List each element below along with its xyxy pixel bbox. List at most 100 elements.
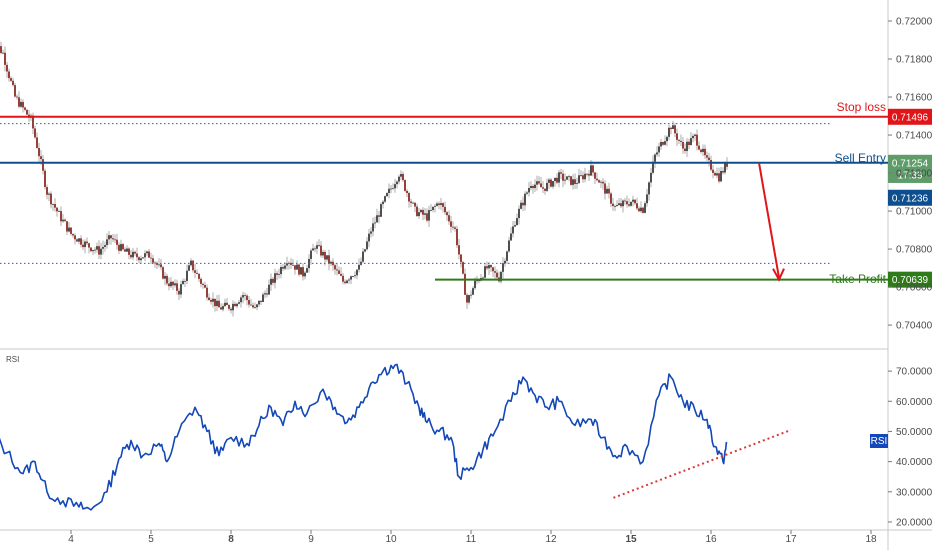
rsi-tick-label: 70.0000 — [896, 367, 932, 378]
price-tag-label: 17:39 — [897, 170, 922, 181]
candle-body — [554, 177, 556, 182]
candle-body — [488, 265, 490, 269]
candle-body — [466, 294, 468, 303]
candle-body — [708, 157, 710, 161]
candle-body — [260, 300, 262, 302]
candle-body — [630, 201, 632, 206]
candle-body — [600, 181, 602, 183]
candle-body — [220, 307, 222, 310]
candle-body — [504, 260, 506, 264]
candle-body — [338, 270, 340, 274]
candle-body — [130, 254, 132, 258]
price-tick-label: 0.72000 — [896, 17, 932, 28]
rsi-axis[interactable]: 70.0000 60.0000 50.0000 40.0000 30.0000 20.00… — [888, 367, 932, 529]
candle-body — [370, 231, 372, 234]
take-profit-label: Take Profit — [829, 272, 886, 286]
time-tick-label: 11 — [466, 534, 477, 545]
candle-body — [238, 302, 240, 304]
candle-body — [164, 275, 166, 279]
candle-body — [424, 213, 426, 215]
candle-body — [184, 280, 186, 282]
candle-body — [644, 203, 646, 213]
candle-body — [558, 172, 560, 183]
candle-body — [706, 155, 708, 158]
candle-body — [204, 284, 206, 288]
candle-body — [392, 188, 394, 190]
candle-body — [444, 206, 446, 213]
candle-body — [438, 203, 440, 205]
candle-body — [0, 46, 2, 53]
candle-body — [476, 280, 478, 282]
candle-body — [378, 215, 380, 217]
candle-body — [274, 273, 276, 283]
candle-body — [474, 280, 476, 289]
price-tick-label: 0.71200 — [896, 169, 932, 180]
candle-body — [310, 250, 312, 259]
price-tag-box — [888, 189, 932, 206]
candle-body — [286, 263, 288, 266]
candle-body — [198, 273, 200, 279]
candle-body — [152, 258, 154, 263]
candle-body — [398, 176, 400, 182]
candle-body — [182, 280, 184, 285]
candle-body — [88, 243, 90, 248]
candle-body — [574, 179, 576, 184]
candle-body — [524, 193, 526, 206]
candle-body — [276, 273, 278, 275]
candle-body — [284, 265, 286, 269]
candle-body — [628, 204, 630, 206]
candle-body — [492, 267, 494, 272]
candle-body — [612, 203, 614, 207]
candle-body — [586, 173, 588, 175]
projection-arrow-head — [772, 268, 785, 282]
candle-body — [330, 261, 332, 264]
rsi-pane[interactable]: RSI 70.0000 60.0000 50.0000 40.0000 30.0000 2… — [0, 355, 932, 528]
candle-body — [540, 183, 542, 188]
candle-body — [166, 275, 168, 284]
candle-body — [246, 295, 248, 301]
candle-body — [16, 96, 18, 98]
candle-body — [414, 202, 416, 207]
candle-body — [542, 187, 544, 189]
candle-body — [590, 165, 592, 176]
candle-body — [140, 258, 142, 261]
candle-body — [578, 175, 580, 184]
candle-body — [44, 170, 46, 188]
candle-body — [320, 245, 322, 256]
candle-body — [104, 245, 106, 247]
candle-body — [700, 149, 702, 152]
rsi-series — [0, 363, 792, 511]
candle-body — [328, 255, 330, 264]
candle-body — [456, 228, 458, 246]
candle-body — [46, 187, 48, 195]
time-tick-label: 18 — [865, 534, 877, 545]
candle-body — [206, 287, 208, 298]
candle-body — [518, 208, 520, 219]
candle-body — [442, 203, 444, 207]
candle-body — [178, 290, 180, 295]
candle-body — [100, 248, 102, 255]
candle-body — [230, 308, 232, 311]
candle-body — [52, 204, 54, 205]
price-axis[interactable]: 0.72000 0.71800 0.71600 0.71400 0.71200 0.710… — [888, 17, 932, 332]
candle-body — [478, 280, 480, 282]
candle-body — [610, 193, 612, 204]
candle-body — [458, 245, 460, 255]
candle-body — [704, 148, 706, 156]
price-tag-box — [888, 108, 932, 125]
candle-body — [538, 181, 540, 184]
candle-body — [180, 284, 182, 295]
candle-body — [596, 178, 598, 181]
candle-body — [712, 169, 714, 173]
candle-body — [508, 240, 510, 252]
candle-body — [24, 107, 26, 110]
time-axis[interactable]: 4 5 8 9 10 11 12 15 16 17 18 — [68, 530, 877, 545]
candle-body — [118, 244, 120, 251]
rsi-tick-label: 60.0000 — [896, 397, 932, 408]
candle-body — [676, 133, 678, 140]
rsi-tick-label: 30.0000 — [896, 487, 932, 498]
candle-body — [50, 193, 52, 205]
